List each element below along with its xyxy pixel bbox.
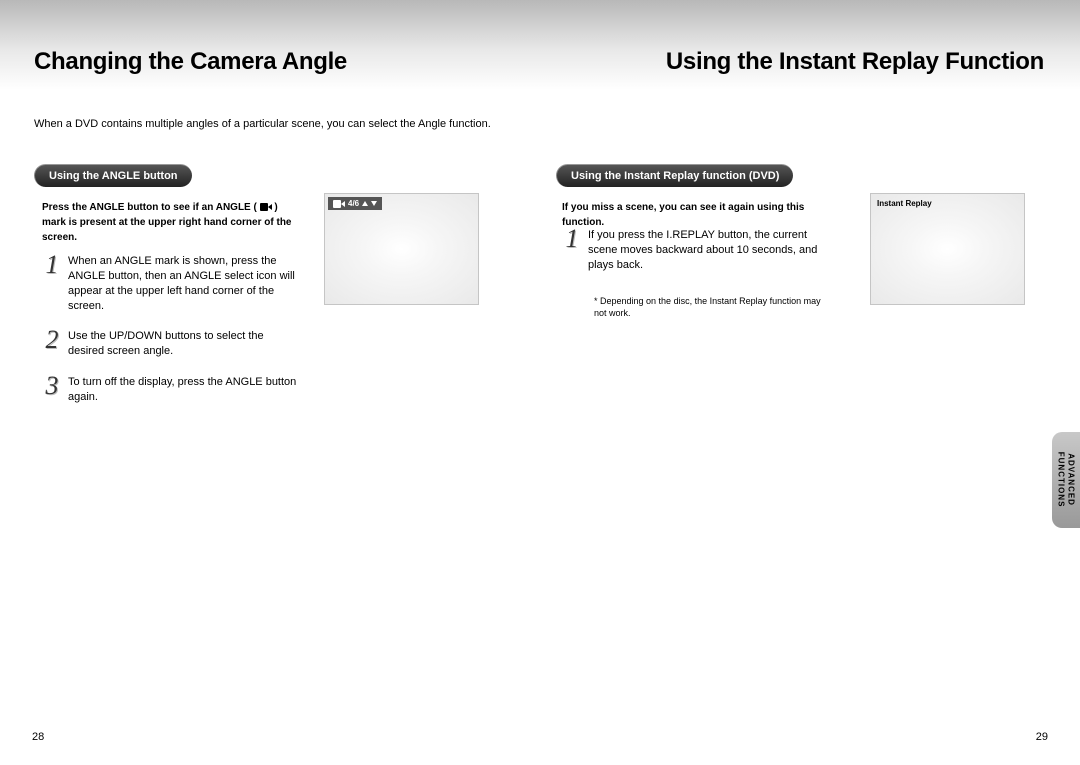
side-tab-line1: ADVANCED bbox=[1067, 454, 1076, 507]
step-item: 1 When an ANGLE mark is shown, press the… bbox=[42, 252, 302, 313]
triangle-up-icon bbox=[362, 201, 368, 206]
pill-replay: Using the Instant Replay function (DVD) bbox=[556, 164, 793, 187]
step-number: 3 bbox=[42, 373, 62, 405]
steps-left: 1 When an ANGLE mark is shown, press the… bbox=[42, 252, 302, 419]
step-text: To turn off the display, press the ANGLE… bbox=[62, 373, 302, 405]
step-item: 1 If you press the I.REPLAY button, the … bbox=[562, 226, 822, 273]
step-number: 2 bbox=[42, 327, 62, 359]
heading-left: Changing the Camera Angle bbox=[34, 48, 347, 76]
triangle-down-icon bbox=[371, 201, 377, 206]
instruction-left: Press the ANGLE button to see if an ANGL… bbox=[42, 200, 297, 245]
pill-angle: Using the ANGLE button bbox=[34, 164, 192, 187]
camera-icon bbox=[333, 200, 345, 208]
step-text: If you press the I.REPLAY button, the cu… bbox=[582, 226, 822, 273]
page-number-left: 28 bbox=[32, 731, 44, 743]
step-number: 1 bbox=[42, 252, 62, 313]
page-number-right: 29 bbox=[1036, 731, 1048, 743]
heading-right: Using the Instant Replay Function bbox=[666, 48, 1044, 76]
screen-mock-angle: 4/6 bbox=[324, 193, 479, 305]
step-note: * Depending on the disc, the Instant Rep… bbox=[562, 287, 822, 320]
side-tab-line2: FUNCTIONS bbox=[1057, 452, 1066, 508]
side-tab-text: ADVANCED FUNCTIONS bbox=[1056, 452, 1075, 508]
steps-right: 1 If you press the I.REPLAY button, the … bbox=[562, 226, 822, 320]
side-tab: ADVANCED FUNCTIONS bbox=[1052, 432, 1080, 528]
step-text: When an ANGLE mark is shown, press the A… bbox=[62, 252, 302, 313]
step-number: 1 bbox=[562, 226, 582, 273]
camera-icon bbox=[260, 203, 272, 211]
osd-angle-value: 4/6 bbox=[348, 199, 359, 208]
osd-angle-box: 4/6 bbox=[328, 197, 382, 210]
osd-replay-label: Instant Replay bbox=[877, 199, 932, 208]
step-text: Use the UP/DOWN buttons to select the de… bbox=[62, 327, 302, 359]
instruction-left-pre: Press the ANGLE button to see if an ANGL… bbox=[42, 202, 257, 213]
step-item: 3 To turn off the display, press the ANG… bbox=[42, 373, 302, 405]
header-gradient bbox=[0, 0, 1080, 90]
screen-mock-replay: Instant Replay bbox=[870, 193, 1025, 305]
step-item: 2 Use the UP/DOWN buttons to select the … bbox=[42, 327, 302, 359]
intro-text: When a DVD contains multiple angles of a… bbox=[34, 118, 491, 130]
